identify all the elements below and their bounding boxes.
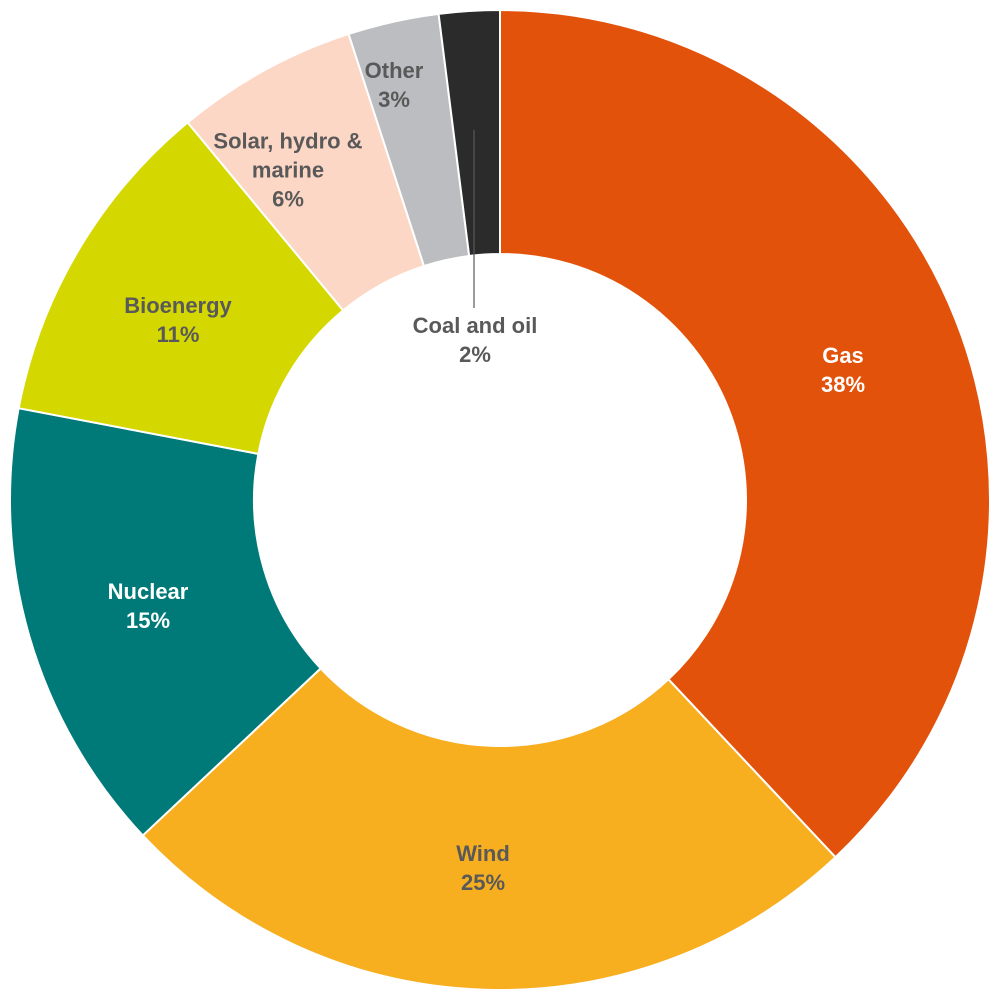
category-name: Bioenergy (124, 293, 232, 318)
slice (9, 407, 323, 837)
category-name: Gas (822, 343, 864, 368)
value-label: 6% (272, 186, 304, 212)
slice (437, 8, 501, 258)
slice-label: Coal and oil 2% (380, 311, 570, 369)
slice-label: Wind 25% (408, 839, 558, 897)
category-name: Coal and oil (412, 313, 538, 338)
value-label: 25% (460, 870, 506, 895)
slice-label: Gas 38% (768, 341, 918, 399)
slice-label: Nuclear 15% (73, 577, 223, 635)
slice-label: Other 3% (319, 56, 469, 114)
slice-label: Bioenergy 11% (103, 291, 253, 349)
slice (17, 121, 345, 456)
value-label: 11% (156, 322, 200, 347)
category-name: Wind (456, 841, 510, 866)
category-name: Other (364, 58, 424, 83)
category-name: Solar, hydro & marine (213, 128, 363, 183)
slice (499, 8, 991, 859)
category-name: Nuclear (107, 579, 189, 604)
value-label: 38% (820, 372, 866, 397)
slice (141, 666, 837, 991)
slice-label: Solar, hydro & marine 6% (213, 127, 363, 214)
value-label: 2% (459, 342, 491, 367)
value-label: 15% (125, 608, 171, 633)
value-label: 3% (378, 87, 410, 112)
